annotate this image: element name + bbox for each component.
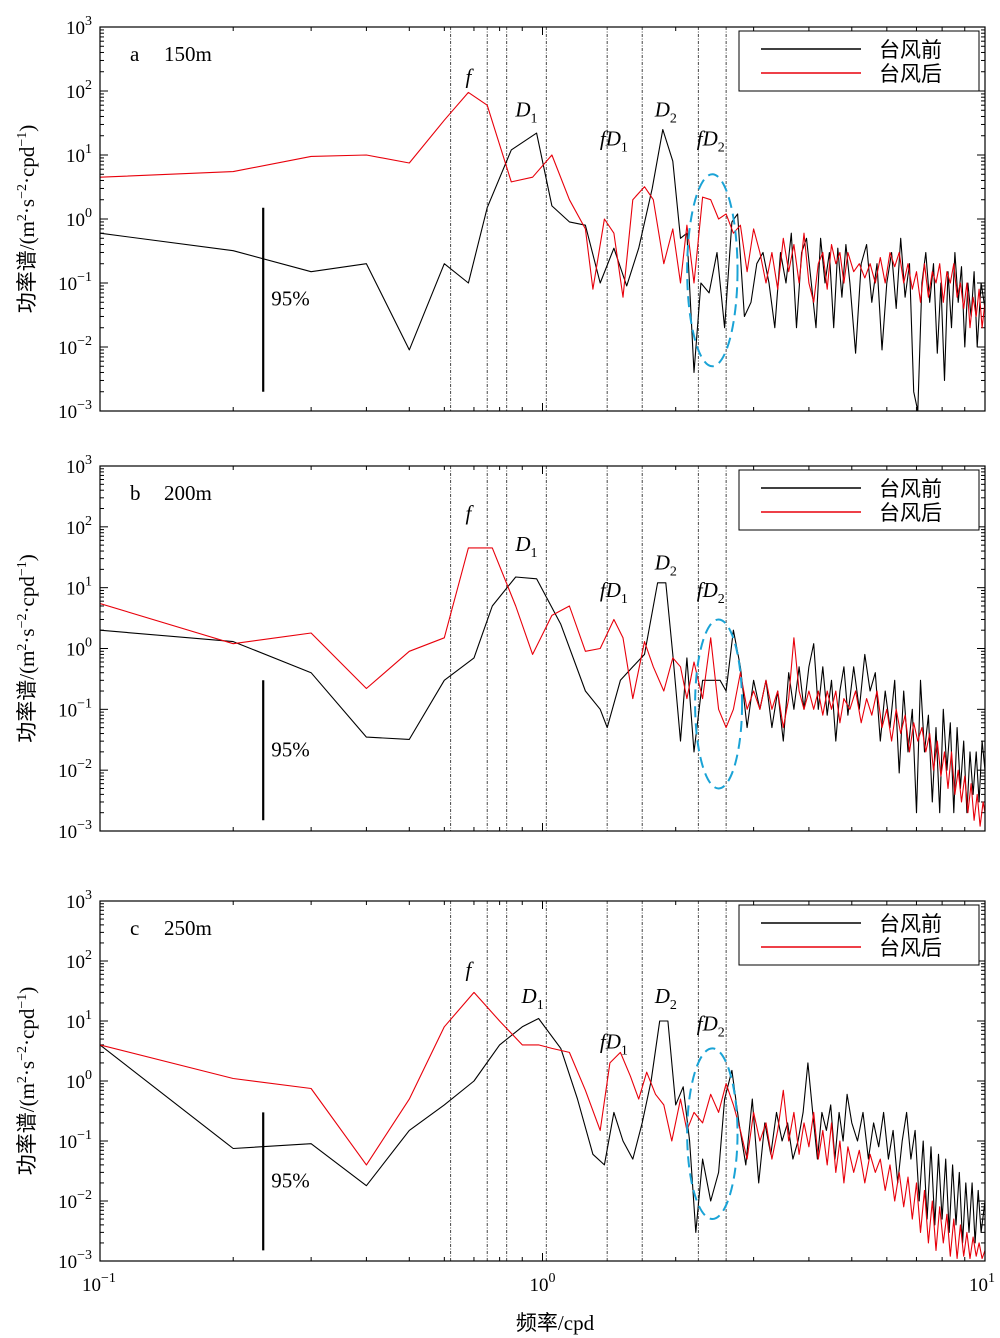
annotation-f: f [465, 65, 474, 89]
y-tick-label: 101 [66, 1008, 92, 1033]
legend-entry: 台风后 [879, 62, 942, 86]
y-tick-label: 103 [66, 888, 92, 913]
annotation-f: f [465, 501, 474, 525]
annotation-fd2: fD2 [697, 127, 725, 156]
annotation-d1: D1 [514, 532, 537, 561]
legend-entry: 台风后 [879, 501, 942, 525]
legend-box [738, 30, 980, 92]
confidence-label: 95% [271, 287, 310, 311]
confidence-label: 95% [271, 1168, 310, 1192]
y-tick-label: 102 [66, 514, 92, 539]
y-tick-label: 10−1 [58, 696, 92, 721]
annotation-f: f [465, 958, 474, 982]
series-group [100, 547, 985, 827]
legend-entry: 台风前 [879, 477, 942, 501]
annotation-fd2: fD2 [697, 578, 725, 607]
y-tick-label: 10−3 [58, 398, 92, 423]
depth-label: 250m [164, 916, 212, 940]
y-tick-label: 102 [66, 948, 92, 973]
y-tick-label: 10−1 [58, 1128, 92, 1153]
y-tick-label: 100 [66, 1068, 92, 1093]
y-tick-label: 10−2 [58, 757, 92, 782]
y-tick-label: 10−3 [58, 818, 92, 843]
confidence-label: 95% [271, 737, 310, 761]
x-axis-label: 频率/cpd [516, 1311, 595, 1335]
panel-label: b [130, 481, 141, 505]
y-tick-label: 10−1 [58, 270, 92, 295]
legend-box [738, 904, 980, 966]
panel-label: a [130, 42, 140, 66]
series-line-before [100, 1017, 985, 1244]
panel-label: c [130, 916, 139, 940]
axes-frame [99, 26, 986, 412]
series-line-before [100, 576, 985, 814]
y-tick-label: 103 [66, 14, 92, 39]
annotation-d2: D2 [654, 97, 677, 126]
annotation-d1: D1 [514, 97, 537, 126]
depth-label: 200m [164, 481, 212, 505]
axes-frame [99, 900, 986, 1262]
y-tick-label: 101 [66, 142, 92, 167]
axes-frame [99, 465, 986, 832]
series-line-after [100, 91, 985, 329]
legend-box [738, 469, 980, 531]
y-tick-label: 10−3 [58, 1248, 92, 1273]
x-tick-label: 101 [969, 1271, 995, 1296]
x-tick-label: 10−1 [82, 1271, 116, 1296]
y-axis-label: 功率谱/(m2·s−2·cpd−1) [15, 554, 39, 742]
series-line-before [100, 128, 985, 411]
annotation-d2: D2 [654, 550, 677, 579]
highlight-ellipse [686, 1047, 739, 1221]
y-tick-label: 100 [66, 206, 92, 231]
highlight-ellipse [686, 173, 739, 368]
y-tick-label: 103 [66, 453, 92, 478]
annotation-fd1: fD1 [600, 127, 628, 156]
y-tick-label: 102 [66, 78, 92, 103]
series-group [100, 91, 985, 411]
annotation-d1: D1 [521, 984, 544, 1013]
x-tick-label: 100 [530, 1271, 556, 1296]
y-tick-label: 10−2 [58, 334, 92, 359]
y-axis-label: 功率谱/(m2·s−2·cpd−1) [15, 987, 39, 1175]
highlight-ellipse [694, 618, 744, 790]
series-line-after [100, 547, 985, 827]
legend-entry: 台风前 [879, 38, 942, 62]
series-line-after [100, 991, 985, 1260]
annotation-fd1: fD1 [600, 578, 628, 607]
legend-entry: 台风后 [879, 936, 942, 960]
y-tick-label: 100 [66, 636, 92, 661]
y-tick-label: 101 [66, 575, 92, 600]
annotation-fd2: fD2 [697, 1011, 725, 1040]
depth-label: 150m [164, 42, 212, 66]
axis-ticks [99, 466, 985, 832]
annotation-fd1: fD1 [600, 1029, 628, 1058]
axis-ticks [99, 27, 985, 412]
legend-entry: 台风前 [879, 912, 942, 936]
series-group [100, 991, 985, 1260]
annotation-d2: D2 [654, 984, 677, 1013]
y-axis-label: 功率谱/(m2·s−2·cpd−1) [15, 125, 39, 313]
y-tick-label: 10−2 [58, 1188, 92, 1213]
